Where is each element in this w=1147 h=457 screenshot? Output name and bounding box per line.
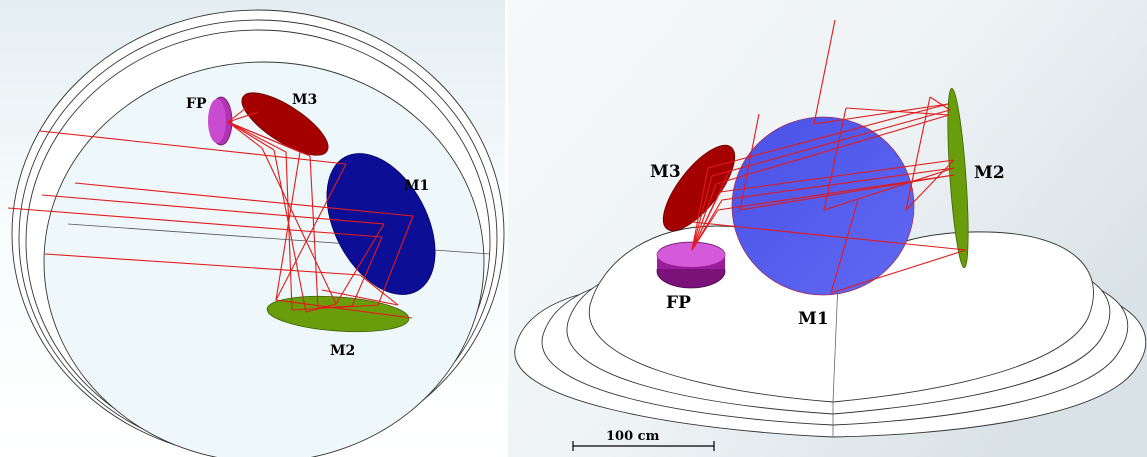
left-view-svg: FP M3 M1 M2: [0, 0, 505, 457]
right-label-fp: FP: [666, 293, 691, 313]
left-label-m2: M2: [330, 343, 355, 359]
m1-mirror: [731, 116, 915, 296]
left-label-fp: FP: [186, 96, 207, 112]
fp-detector-face: [208, 99, 226, 143]
scale-bar-label: 100 cm: [606, 429, 660, 444]
right-label-m1: M1: [798, 309, 829, 329]
m3-mirror: [662, 144, 736, 232]
left-ray-bundle: [7, 107, 414, 319]
m3-mirror: [241, 92, 329, 156]
right-view-panel: M3 FP M1 M2 100 cm: [508, 0, 1147, 457]
right-label-m2: M2: [974, 163, 1005, 183]
fp-detector-top: [657, 243, 725, 267]
right-view-svg: M3 FP M1 M2 100 cm: [508, 0, 1147, 457]
left-label-m3: M3: [292, 92, 317, 108]
left-label-m1: M1: [404, 178, 429, 194]
right-ray-bundle: [691, 19, 967, 294]
scale-bar: 100 cm: [572, 429, 715, 451]
left-view-panel: FP M3 M1 M2: [0, 0, 505, 457]
m2-mirror: [947, 87, 969, 269]
right-label-m3: M3: [650, 162, 681, 182]
baffle-seam: [832, 281, 839, 437]
